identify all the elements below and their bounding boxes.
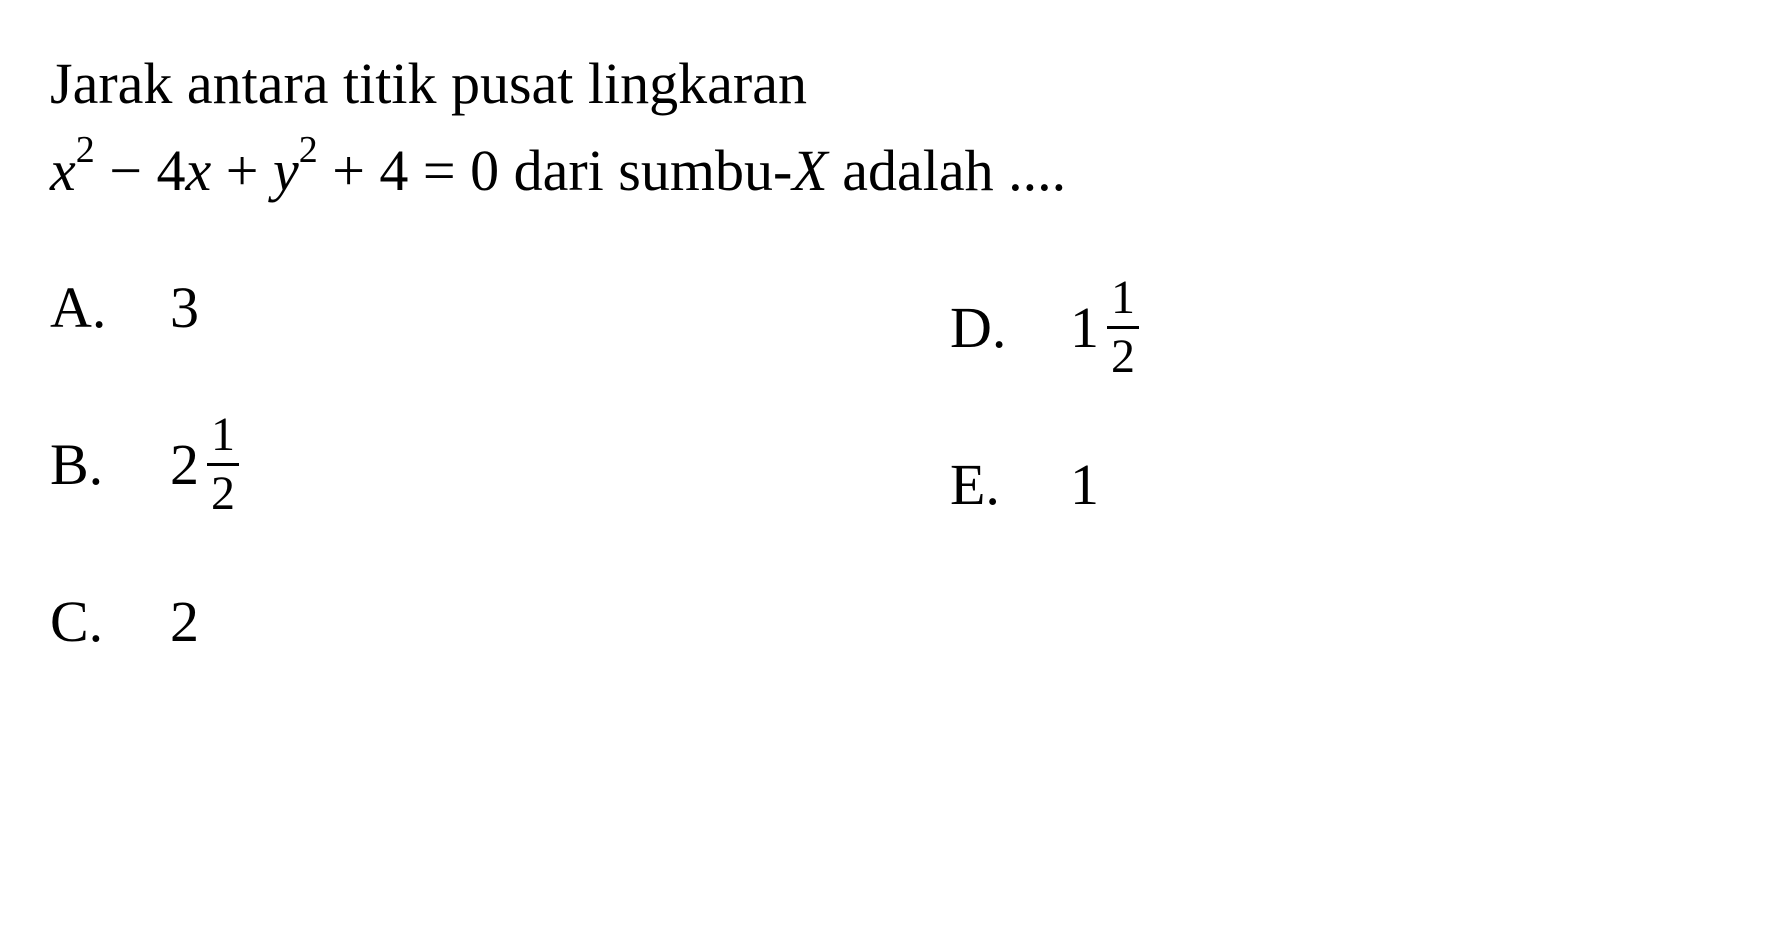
option-b-denominator: 2	[211, 466, 235, 518]
option-b-whole: 2	[170, 431, 199, 498]
option-d-label: D.	[950, 294, 1070, 361]
option-e-value: 1	[1070, 451, 1099, 518]
axis-x: X	[792, 138, 827, 203]
option-c-value: 2	[170, 588, 199, 655]
exp-x: 2	[76, 129, 95, 171]
tail-text: adalah ....	[828, 138, 1066, 203]
plus-1: +	[211, 138, 273, 203]
option-b-label: B.	[50, 431, 170, 498]
question-line-1: Jarak antara titik pusat lingkaran	[50, 40, 1721, 127]
option-d-fraction: 1 2	[1107, 274, 1139, 381]
option-d: D. 1 1 2	[950, 274, 1139, 381]
option-e: E. 1	[950, 451, 1139, 518]
question-line-2: x2 − 4x + y2 + 4 = 0 dari sumbu-X adalah…	[50, 127, 1721, 214]
option-d-denominator: 2	[1111, 329, 1135, 381]
plus-4-eq: + 4 = 0 dari sumbu-	[318, 138, 793, 203]
option-e-label: E.	[950, 451, 1070, 518]
options-right-column: D. 1 1 2 E. 1	[950, 274, 1139, 725]
var-y: y	[273, 138, 299, 203]
option-c: C. 2	[50, 588, 950, 655]
option-b-value: 2 1 2	[170, 411, 239, 518]
option-b-fraction: 1 2	[207, 411, 239, 518]
option-c-label: C.	[50, 588, 170, 655]
minus-4: − 4	[95, 138, 186, 203]
exp-y: 2	[299, 129, 318, 171]
option-a-label: A.	[50, 274, 170, 341]
option-a: A. 3	[50, 274, 950, 341]
var-x-2: x	[185, 138, 211, 203]
option-b-numerator: 1	[211, 411, 235, 463]
option-b: B. 2 1 2	[50, 411, 950, 518]
option-d-numerator: 1	[1111, 274, 1135, 326]
options-left-column: A. 3 B. 2 1 2 C. 2	[50, 274, 950, 725]
options-container: A. 3 B. 2 1 2 C. 2 D. 1	[50, 274, 1721, 725]
option-d-whole: 1	[1070, 294, 1099, 361]
question-text: Jarak antara titik pusat lingkaran x2 − …	[50, 40, 1721, 214]
option-d-value: 1 1 2	[1070, 274, 1139, 381]
option-a-value: 3	[170, 274, 199, 341]
var-x: x	[50, 138, 76, 203]
